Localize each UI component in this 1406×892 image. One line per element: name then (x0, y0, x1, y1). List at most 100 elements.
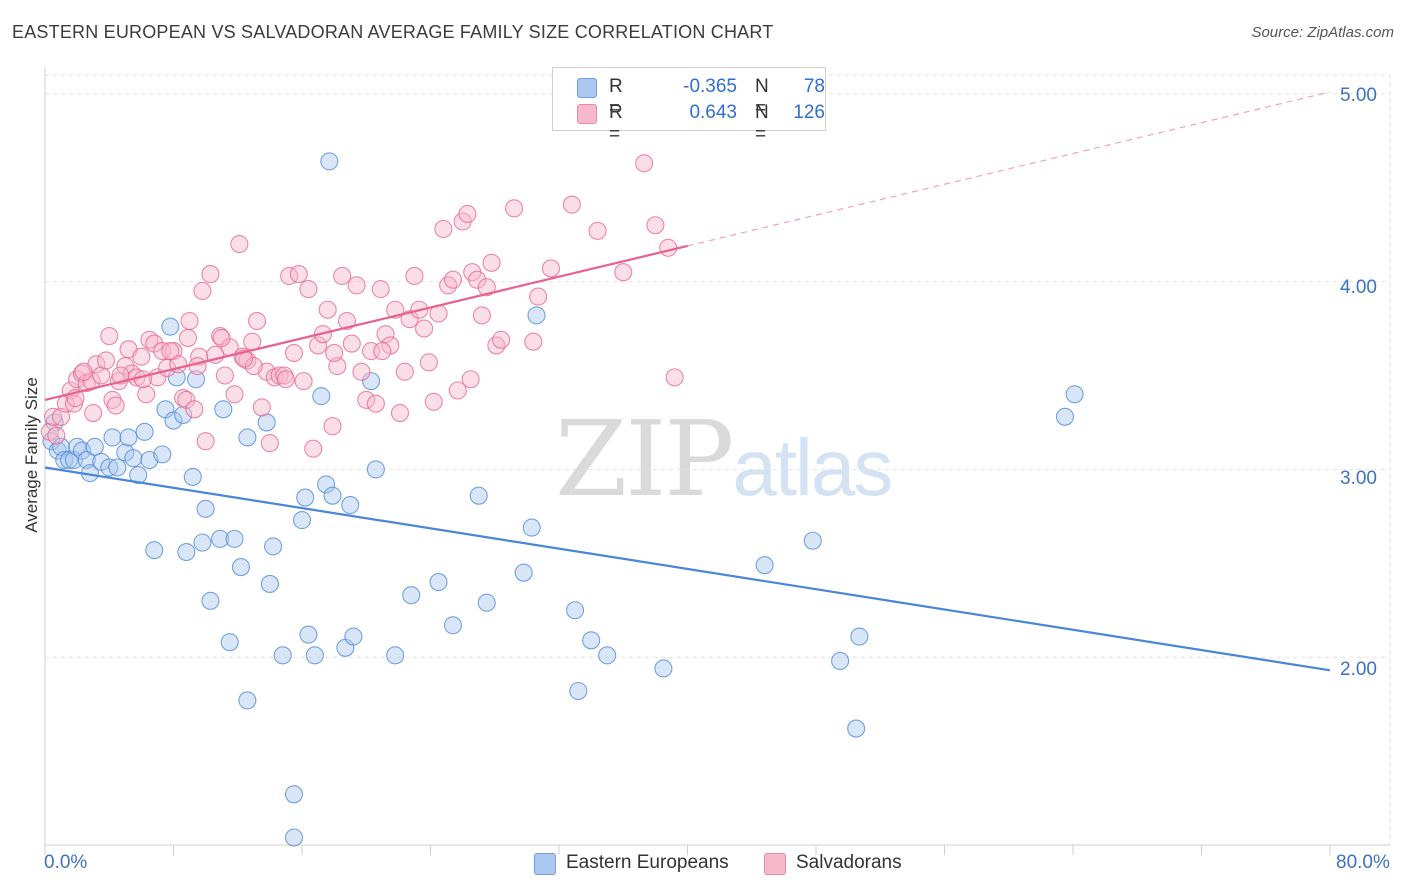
point-salvadorans (468, 270, 487, 289)
point-eastern-europeans (201, 591, 220, 610)
point-salvadorans (161, 342, 180, 361)
point-eastern-europeans (196, 499, 215, 518)
point-eastern-europeans (299, 625, 318, 644)
point-salvadorans (137, 385, 156, 404)
point-salvadorans (562, 195, 581, 214)
point-salvadorans (106, 396, 125, 415)
point-salvadorans (243, 332, 262, 351)
legend-n-value: 78 (803, 76, 825, 97)
point-salvadorans (188, 357, 207, 376)
point-eastern-europeans (284, 828, 304, 847)
point-eastern-europeans (803, 531, 822, 550)
point-eastern-europeans (284, 785, 304, 804)
point-salvadorans (260, 434, 279, 453)
point-eastern-europeans (264, 537, 283, 556)
point-salvadorans (443, 270, 463, 289)
point-salvadorans (419, 353, 438, 372)
point-salvadorans (461, 370, 480, 389)
point-salvadorans (415, 319, 434, 338)
point-eastern-europeans (85, 437, 104, 456)
legend-r-label: R = (609, 76, 623, 119)
watermark-atlas: atlas (732, 423, 893, 512)
point-eastern-europeans (292, 511, 312, 530)
point-salvadorans (371, 280, 390, 299)
point-salvadorans (68, 370, 87, 389)
point-eastern-europeans (257, 413, 276, 432)
point-salvadorans (448, 381, 467, 400)
point-salvadorans (92, 366, 111, 385)
point-salvadorans (304, 439, 323, 458)
point-eastern-europeans (153, 445, 172, 464)
point-salvadorans (646, 216, 665, 235)
point-salvadorans (294, 372, 313, 391)
point-salvadorans (588, 221, 607, 240)
point-salvadorans (133, 370, 153, 389)
point-eastern-europeans (847, 719, 866, 738)
point-eastern-europeans (598, 646, 617, 665)
point-salvadorans (174, 388, 193, 408)
point-salvadorans (193, 281, 212, 301)
point-eastern-europeans (186, 370, 206, 389)
legend-label: Eastern Europeans (566, 852, 729, 873)
point-salvadorans (47, 426, 66, 445)
point-salvadorans (252, 398, 271, 417)
point-eastern-europeans (362, 372, 381, 391)
point-salvadorans (196, 432, 215, 451)
chart-title: EASTERN EUROPEAN VS SALVADORAN AVERAGE F… (12, 22, 774, 42)
point-eastern-europeans (569, 681, 588, 701)
point-salvadorans (276, 370, 295, 389)
data-points (40, 152, 1084, 847)
x-tick-label-max: 80.0% (1336, 852, 1390, 873)
point-salvadorans (215, 366, 234, 385)
point-eastern-europeans (129, 465, 148, 485)
watermark: ZIPatlas (555, 398, 893, 520)
point-salvadorans (318, 300, 337, 319)
trend-line-extension (687, 91, 1331, 247)
point-eastern-europeans (177, 542, 196, 562)
point-salvadorans (323, 417, 342, 436)
point-eastern-europeans (42, 432, 61, 451)
point-eastern-europeans (386, 646, 405, 665)
point-eastern-europeans (238, 691, 257, 710)
point-salvadorans (352, 362, 371, 381)
point-eastern-europeans (344, 627, 363, 646)
gridlines (45, 74, 1391, 845)
point-salvadorans (482, 253, 501, 272)
watermark-zip: ZIP (555, 398, 734, 520)
point-salvadorans (185, 400, 204, 419)
y-tick-label: 3.00 (1340, 468, 1377, 489)
point-salvadorans (180, 311, 199, 331)
x-tick-label-min: 0.0% (44, 852, 88, 873)
point-eastern-europeans (60, 450, 79, 470)
point-eastern-europeans (469, 486, 488, 505)
point-eastern-europeans (402, 586, 421, 605)
legend-swatch-blue (534, 853, 556, 875)
point-salvadorans (299, 280, 318, 299)
source-label: Source: ZipAtlas.com (1251, 24, 1394, 41)
point-eastern-europeans (305, 646, 324, 665)
point-eastern-europeans (522, 518, 541, 537)
point-salvadorans (529, 287, 548, 306)
point-eastern-europeans (161, 317, 180, 336)
point-salvadorans (665, 368, 684, 387)
point-eastern-europeans (124, 449, 143, 468)
point-eastern-europeans (119, 428, 138, 447)
point-salvadorans (659, 238, 678, 257)
point-eastern-europeans (145, 541, 164, 560)
point-salvadorans (244, 357, 263, 376)
point-salvadorans (333, 266, 352, 286)
point-salvadorans (289, 265, 308, 284)
point-salvadorans (487, 336, 506, 355)
point-eastern-europeans (582, 631, 601, 650)
point-eastern-europeans (1065, 385, 1084, 404)
point-salvadorans (235, 349, 254, 368)
point-salvadorans (201, 265, 220, 284)
point-salvadorans (405, 266, 424, 286)
point-salvadorans (230, 234, 249, 254)
point-eastern-europeans (443, 616, 463, 635)
point-salvadorans (100, 326, 119, 346)
point-salvadorans (342, 334, 361, 353)
point-eastern-europeans (566, 601, 585, 620)
point-eastern-europeans (135, 422, 154, 441)
